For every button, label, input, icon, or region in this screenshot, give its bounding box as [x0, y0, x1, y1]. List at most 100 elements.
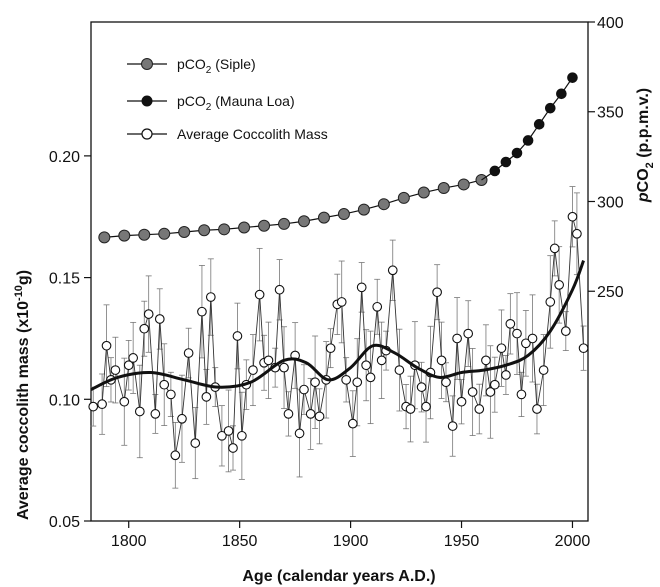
y-left-tick-label-0: 0.05 [49, 514, 80, 531]
siple-point-11 [317, 211, 330, 224]
mass-point-21 [205, 292, 216, 302]
mauna-loa-point-4 [533, 119, 545, 130]
mass-point-79 [512, 328, 522, 339]
mass-point-11 [150, 409, 161, 419]
mass-point-74 [485, 387, 496, 397]
mass-point-15 [170, 450, 181, 461]
mass-point-13 [159, 379, 170, 390]
siple-point-0 [98, 231, 111, 244]
plot-frame [90, 21, 589, 522]
mass-point-54 [376, 355, 387, 366]
mass-point-90 [572, 228, 582, 239]
mass-point-48 [347, 418, 358, 429]
siple-point-13 [357, 203, 370, 216]
mass-point-39 [299, 384, 309, 395]
mass-point-36 [283, 409, 294, 419]
mass-point-85 [545, 297, 556, 307]
mauna-loa-point-1 [500, 156, 512, 168]
mauna-loa-point-5 [544, 102, 556, 114]
mass-point-1 [97, 399, 107, 410]
mass-point-29 [248, 365, 258, 375]
mass-point-65 [436, 355, 447, 366]
mass-point-4 [110, 365, 121, 375]
mass-point-14 [166, 389, 176, 400]
mass-point-5 [119, 396, 130, 407]
mass-point-19 [197, 306, 207, 317]
smoothed-mass-series [90, 260, 585, 391]
mass-point-30 [254, 289, 265, 300]
mass-point-49 [352, 377, 363, 388]
mass-point-25 [228, 443, 238, 453]
legend: pCO2 (Siple) pCO2 (Mauna Loa) Average Co… [127, 56, 328, 142]
mass-point-20 [201, 392, 212, 402]
y-right-tick-label-400: 400 [597, 15, 624, 32]
mass-point-86 [549, 243, 560, 254]
legend-mauna-marker [141, 95, 153, 107]
siple-point-17 [437, 182, 450, 195]
mass-point-67 [447, 421, 458, 431]
mauna-loa-point-2 [511, 147, 523, 159]
mass-point-61 [416, 382, 427, 392]
mass-point-51 [361, 360, 371, 371]
x-tick-label-1950: 1950 [444, 533, 480, 550]
ticks-layer: 1800 1850 1900 1950 2000 0.05 0.10 0.15 0.20 250 3… [49, 15, 624, 550]
mass-point-66 [441, 377, 451, 388]
mass-point-81 [521, 338, 531, 349]
legend-mauna-sub: 2 [206, 102, 212, 113]
mass-point-0 [88, 401, 99, 412]
mass-point-41 [310, 377, 320, 388]
legend-mauna-label: pCO2 (Mauna Loa) [177, 93, 295, 113]
mass-point-16 [177, 413, 187, 424]
mass-point-68 [452, 333, 462, 344]
siple-point-8 [258, 219, 271, 232]
mass-point-87 [554, 280, 565, 290]
legend-siple-sub: 2 [206, 65, 212, 76]
mass-point-91 [578, 343, 589, 354]
mass-point-59 [405, 404, 416, 414]
mass-point-17 [183, 348, 194, 358]
siple-point-3 [158, 227, 171, 240]
legend-siple-marker [141, 58, 153, 70]
siple-point-6 [218, 223, 231, 236]
siple-point-16 [417, 186, 430, 199]
x-axis-title: Age (calendar years A.D.) [242, 568, 435, 585]
smoothed-mass-curve [90, 260, 585, 391]
mass-point-57 [394, 365, 405, 375]
mass-point-73 [481, 355, 491, 366]
mass-point-24 [223, 426, 234, 436]
mass-point-83 [532, 404, 542, 414]
y-right-title-italic: p [635, 192, 652, 203]
mass-point-18 [190, 438, 201, 448]
mass-point-34 [274, 284, 285, 295]
y-right-tick-label-250: 250 [597, 284, 624, 301]
mass-point-40 [305, 409, 316, 419]
y-left-title-main: Average coccolith mass (x10 [15, 301, 32, 520]
mass-point-7 [128, 353, 139, 363]
y-right-tick-label-300: 300 [597, 194, 624, 211]
mass-point-89 [567, 211, 578, 222]
y-right-tick-label-350: 350 [597, 105, 624, 122]
mass-point-6 [123, 360, 134, 371]
mass-point-26 [232, 331, 243, 341]
siple-point-4 [178, 226, 191, 239]
mass-point-38 [294, 428, 305, 439]
mass-point-42 [314, 411, 325, 422]
mauna-loa-point-3 [522, 135, 534, 146]
mass-point-69 [456, 396, 467, 407]
mass-point-10 [143, 309, 154, 319]
mass-point-75 [489, 379, 500, 390]
mass-point-52 [365, 372, 376, 383]
mass-point-72 [474, 404, 485, 414]
legend-mass-marker [141, 128, 153, 140]
y-left-tick-label-3: 0.20 [49, 149, 80, 166]
mass-point-9 [139, 323, 150, 334]
mass-point-62 [421, 401, 431, 412]
mass-point-56 [387, 265, 398, 276]
siple-point-10 [298, 215, 310, 228]
legend-item-mauna-loa: pCO2 (Mauna Loa) [127, 93, 295, 113]
siple-point-14 [377, 198, 390, 211]
siple-point-12 [337, 208, 350, 221]
siple-point-2 [138, 228, 151, 241]
legend-mauna-prefix: pCO [177, 93, 206, 109]
